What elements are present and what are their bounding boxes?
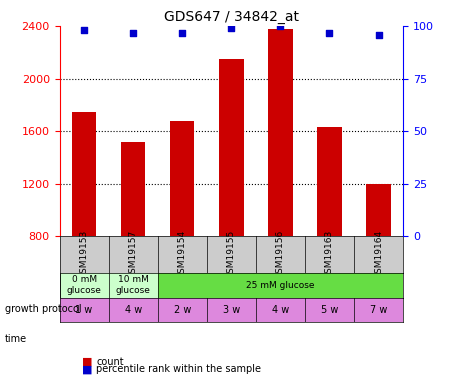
Title: GDS647 / 34842_at: GDS647 / 34842_at: [164, 10, 299, 24]
Text: 4 w: 4 w: [125, 305, 142, 315]
Text: ■: ■: [82, 357, 93, 367]
Bar: [366, 184, 391, 237]
Text: GSM19156: GSM19156: [276, 230, 285, 279]
Text: 1 w: 1 w: [76, 305, 93, 315]
Bar: [268, 29, 293, 237]
Text: growth protocol: growth protocol: [5, 304, 81, 314]
Point: [277, 23, 284, 29]
Text: GSM19154: GSM19154: [178, 230, 187, 279]
Bar: [170, 121, 195, 237]
Text: ■: ■: [82, 364, 93, 374]
Text: 10 mM
glucose: 10 mM glucose: [116, 275, 151, 295]
Point: [81, 27, 88, 33]
Text: time: time: [5, 334, 27, 344]
Text: percentile rank within the sample: percentile rank within the sample: [96, 364, 261, 374]
Text: 4 w: 4 w: [272, 305, 289, 315]
Point: [228, 26, 235, 32]
Bar: [219, 59, 244, 237]
Bar: [72, 112, 96, 237]
Point: [130, 30, 137, 36]
Point: [179, 30, 186, 36]
Point: [375, 32, 382, 38]
Text: GSM19164: GSM19164: [374, 230, 383, 279]
Text: GSM19157: GSM19157: [129, 230, 138, 279]
Text: 25 mM glucose: 25 mM glucose: [246, 280, 315, 290]
Text: GSM19155: GSM19155: [227, 230, 236, 279]
Text: 7 w: 7 w: [370, 305, 387, 315]
Bar: [317, 128, 342, 237]
Text: GSM19163: GSM19163: [325, 230, 334, 279]
Point: [326, 30, 333, 36]
Bar: [121, 142, 145, 237]
Text: 0 mM
glucose: 0 mM glucose: [66, 275, 102, 295]
Text: 3 w: 3 w: [223, 305, 240, 315]
Text: count: count: [96, 357, 124, 367]
Text: 2 w: 2 w: [174, 305, 191, 315]
Text: GSM19153: GSM19153: [80, 230, 88, 279]
Text: 5 w: 5 w: [321, 305, 338, 315]
